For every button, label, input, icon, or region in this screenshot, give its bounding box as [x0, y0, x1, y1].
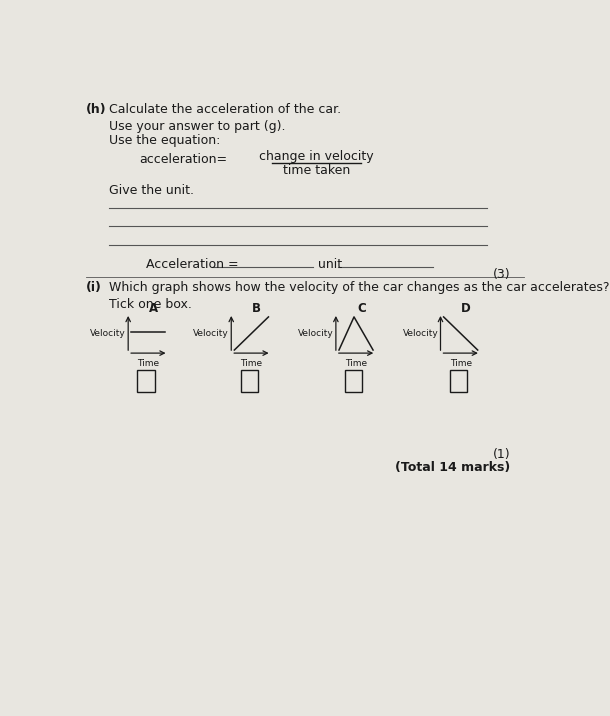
- Text: (1): (1): [493, 448, 510, 461]
- Text: Time: Time: [345, 359, 367, 367]
- Text: (Total 14 marks): (Total 14 marks): [395, 461, 510, 474]
- Text: C: C: [357, 302, 366, 315]
- Text: Tick one box.: Tick one box.: [109, 299, 192, 311]
- Text: Use the equation:: Use the equation:: [109, 135, 220, 147]
- Text: change in velocity: change in velocity: [259, 150, 374, 163]
- Bar: [450, 370, 467, 392]
- Text: Time: Time: [137, 359, 159, 367]
- Bar: [137, 370, 154, 392]
- Text: Acceleration =: Acceleration =: [146, 258, 239, 271]
- Text: D: D: [461, 302, 471, 315]
- Text: Use your answer to part (g).: Use your answer to part (g).: [109, 120, 285, 132]
- Text: acceleration=: acceleration=: [139, 153, 228, 166]
- Text: B: B: [253, 302, 261, 315]
- Text: Velocity: Velocity: [298, 329, 334, 337]
- Text: Time: Time: [450, 359, 472, 367]
- Text: Velocity: Velocity: [90, 329, 126, 337]
- Text: Velocity: Velocity: [403, 329, 438, 337]
- Text: (i): (i): [85, 281, 101, 294]
- Text: time taken: time taken: [283, 165, 350, 178]
- Text: unit: unit: [318, 258, 342, 271]
- Bar: [240, 370, 257, 392]
- Text: Give the unit.: Give the unit.: [109, 185, 194, 198]
- Text: A: A: [149, 302, 159, 315]
- Text: Time: Time: [240, 359, 262, 367]
- Text: Velocity: Velocity: [193, 329, 229, 337]
- Text: Calculate the acceleration of the car.: Calculate the acceleration of the car.: [109, 103, 341, 116]
- Text: (h): (h): [85, 103, 106, 116]
- Bar: [345, 370, 362, 392]
- Text: Which graph shows how the velocity of the car changes as the car accelerates?: Which graph shows how the velocity of th…: [109, 281, 609, 294]
- Text: (3): (3): [493, 268, 510, 281]
